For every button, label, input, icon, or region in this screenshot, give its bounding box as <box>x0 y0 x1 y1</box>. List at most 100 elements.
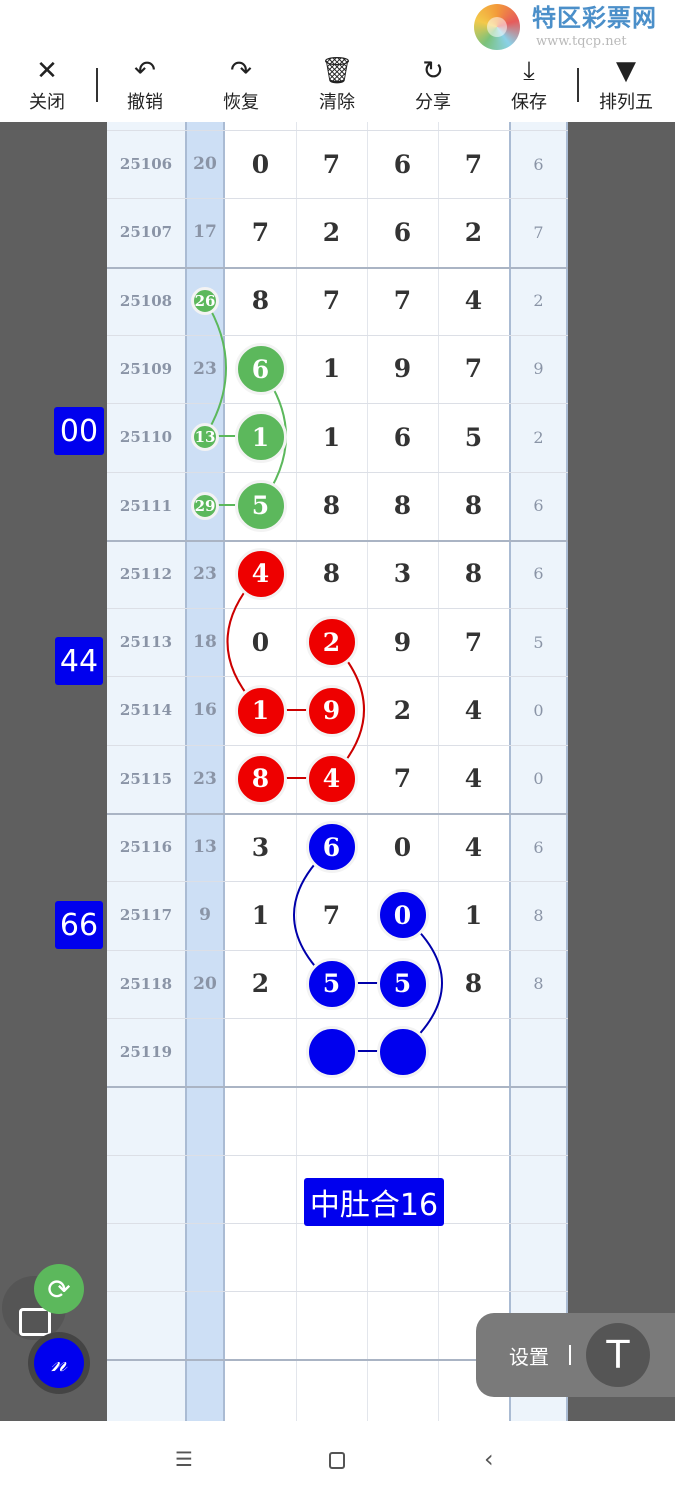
row-divider <box>107 1291 568 1293</box>
digit-cell: 1 <box>251 900 270 930</box>
last-value: 2 <box>533 291 544 311</box>
blue-marker[interactable] <box>305 1026 358 1079</box>
toolbar-share-button[interactable]: ↻ 分享 <box>398 56 468 114</box>
share-icon: ↻ <box>422 56 444 86</box>
issue-number: 25111 <box>119 496 173 515</box>
digit-cell: 5 <box>464 422 483 452</box>
home-icon[interactable] <box>329 1452 345 1469</box>
row-divider <box>107 1154 568 1156</box>
digit-cell: 2 <box>251 969 270 999</box>
toolbar-save-button[interactable]: ⤓ 保存 <box>494 56 564 114</box>
settings-button[interactable]: 设置 <box>509 1345 549 1369</box>
red-marker[interactable]: 4 <box>234 547 287 600</box>
digit-cell: 2 <box>464 217 483 247</box>
tag-44: 44 <box>55 637 103 685</box>
sum-value: 16 <box>193 700 217 721</box>
pen-button[interactable]: 𝓃 <box>28 1332 90 1394</box>
text-tool-button[interactable]: T <box>586 1323 650 1387</box>
last-value: 8 <box>533 974 544 994</box>
sum-value: 23 <box>193 563 217 584</box>
divider <box>96 68 98 102</box>
digit-cell: 7 <box>393 764 412 794</box>
toolbar-clear-button[interactable]: 🗑 清除 <box>302 56 372 114</box>
toolbar-label: 恢复 <box>223 92 259 113</box>
toolbar: 特区彩票网 www.tqcp.net ✕ 关闭 ↶ 撤销 ↷ 恢复 🗑 清除 ↻ 分享 ⤓ 保存 ▼ 排列五 <box>0 0 675 122</box>
menu-icon[interactable]: ☰ <box>175 1447 193 1471</box>
row-divider <box>107 744 568 746</box>
issue-number: 25112 <box>119 564 173 583</box>
digit-cell: 7 <box>251 217 270 247</box>
issue-number: 25118 <box>119 974 173 993</box>
last-value: 2 <box>533 427 544 447</box>
blue-marker[interactable] <box>376 1026 429 1079</box>
toolbar-redo-button[interactable]: ↷ 恢复 <box>206 56 276 114</box>
issue-number: 25114 <box>119 701 173 720</box>
green-marker[interactable]: 29 <box>191 491 219 520</box>
digit-cell: 4 <box>464 832 483 862</box>
logo: 特区彩票网 www.tqcp.net <box>474 4 674 54</box>
digit-cell: 7 <box>322 900 341 930</box>
digit-cell: 2 <box>322 217 341 247</box>
last-value: 6 <box>533 564 544 584</box>
digit-cell: 7 <box>464 627 483 657</box>
digit-cell: 8 <box>464 969 483 999</box>
digit-cell: 7 <box>393 286 412 316</box>
row-divider <box>107 471 568 473</box>
last-value: 0 <box>533 700 544 720</box>
row-divider <box>107 198 568 200</box>
issue-number: 25108 <box>119 291 173 310</box>
toolbar-undo-button[interactable]: ↶ 撤销 <box>110 56 180 114</box>
summary-tag: 中肚合16 <box>304 1178 444 1226</box>
blue-marker[interactable]: 5 <box>376 957 429 1010</box>
sum-value: 13 <box>193 837 217 857</box>
digit-cell: 8 <box>464 559 483 589</box>
refresh-button[interactable]: ⟳ <box>34 1264 84 1314</box>
digit-cell: 7 <box>322 149 341 179</box>
blue-marker[interactable]: 5 <box>305 957 358 1010</box>
save-icon: ⤓ <box>523 56 535 86</box>
row-divider <box>107 403 568 405</box>
back-icon[interactable]: ‹ <box>484 1445 494 1473</box>
issue-number: 25106 <box>119 155 173 173</box>
green-marker[interactable]: 13 <box>191 423 219 452</box>
green-marker[interactable]: 1 <box>234 411 287 464</box>
last-value: 9 <box>533 359 544 379</box>
digit-cell: 2 <box>393 695 412 725</box>
digit-cell: 7 <box>464 149 483 179</box>
digit-cell: 9 <box>393 354 412 384</box>
last-value: 6 <box>533 496 544 515</box>
toolbar-label: 分享 <box>415 92 451 113</box>
digit-cell: 1 <box>322 354 341 384</box>
issue-number: 25110 <box>119 428 173 447</box>
green-marker[interactable]: 26 <box>191 286 219 315</box>
red-marker[interactable]: 1 <box>234 684 287 737</box>
divider <box>569 1345 571 1365</box>
toolbar-dropdown-button[interactable]: ▼ 排列五 <box>591 56 661 114</box>
issue-number: 25109 <box>119 359 173 378</box>
system-nav-bar: ☰ ‹ <box>0 1421 675 1500</box>
digit-cell: 6 <box>393 422 412 452</box>
green-marker[interactable]: 5 <box>234 479 287 532</box>
red-marker[interactable]: 2 <box>305 616 358 669</box>
digit-cell: 0 <box>393 832 412 862</box>
toolbar-label: 保存 <box>511 92 547 113</box>
toolbar-close-button[interactable]: ✕ 关闭 <box>12 56 82 114</box>
row-divider <box>107 130 568 131</box>
green-marker[interactable]: 6 <box>234 343 287 396</box>
red-marker[interactable]: 8 <box>234 752 287 805</box>
blue-marker[interactable]: 6 <box>305 821 358 874</box>
last-value: 7 <box>533 222 544 242</box>
digit-cell: 7 <box>464 354 483 384</box>
red-marker[interactable]: 9 <box>305 684 358 737</box>
settings-panel[interactable]: 设置 T <box>476 1313 675 1397</box>
digit-cell: 0 <box>251 149 270 179</box>
toolbar-label: 撤销 <box>127 92 163 113</box>
red-marker[interactable]: 4 <box>305 752 358 805</box>
chart-grid[interactable]: 25106 20 0 7 6 7 6 25107 17 7 2 6 2 7 25108 8 7 7 4 2 25109 2… <box>107 122 568 1421</box>
last-value: 8 <box>533 905 544 925</box>
digit-cell: 4 <box>464 695 483 725</box>
row-divider <box>107 1086 568 1089</box>
logo-title: 特区彩票网 <box>532 4 657 32</box>
issue-number: 25117 <box>119 906 173 925</box>
blue-marker[interactable]: 0 <box>376 889 429 942</box>
